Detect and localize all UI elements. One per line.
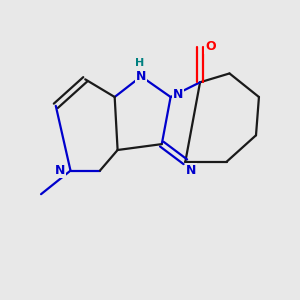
Text: N: N [55, 164, 65, 177]
Text: N: N [136, 70, 146, 83]
Text: O: O [205, 40, 216, 53]
Text: N: N [173, 88, 183, 100]
Text: H: H [135, 58, 144, 68]
Text: N: N [186, 164, 196, 177]
